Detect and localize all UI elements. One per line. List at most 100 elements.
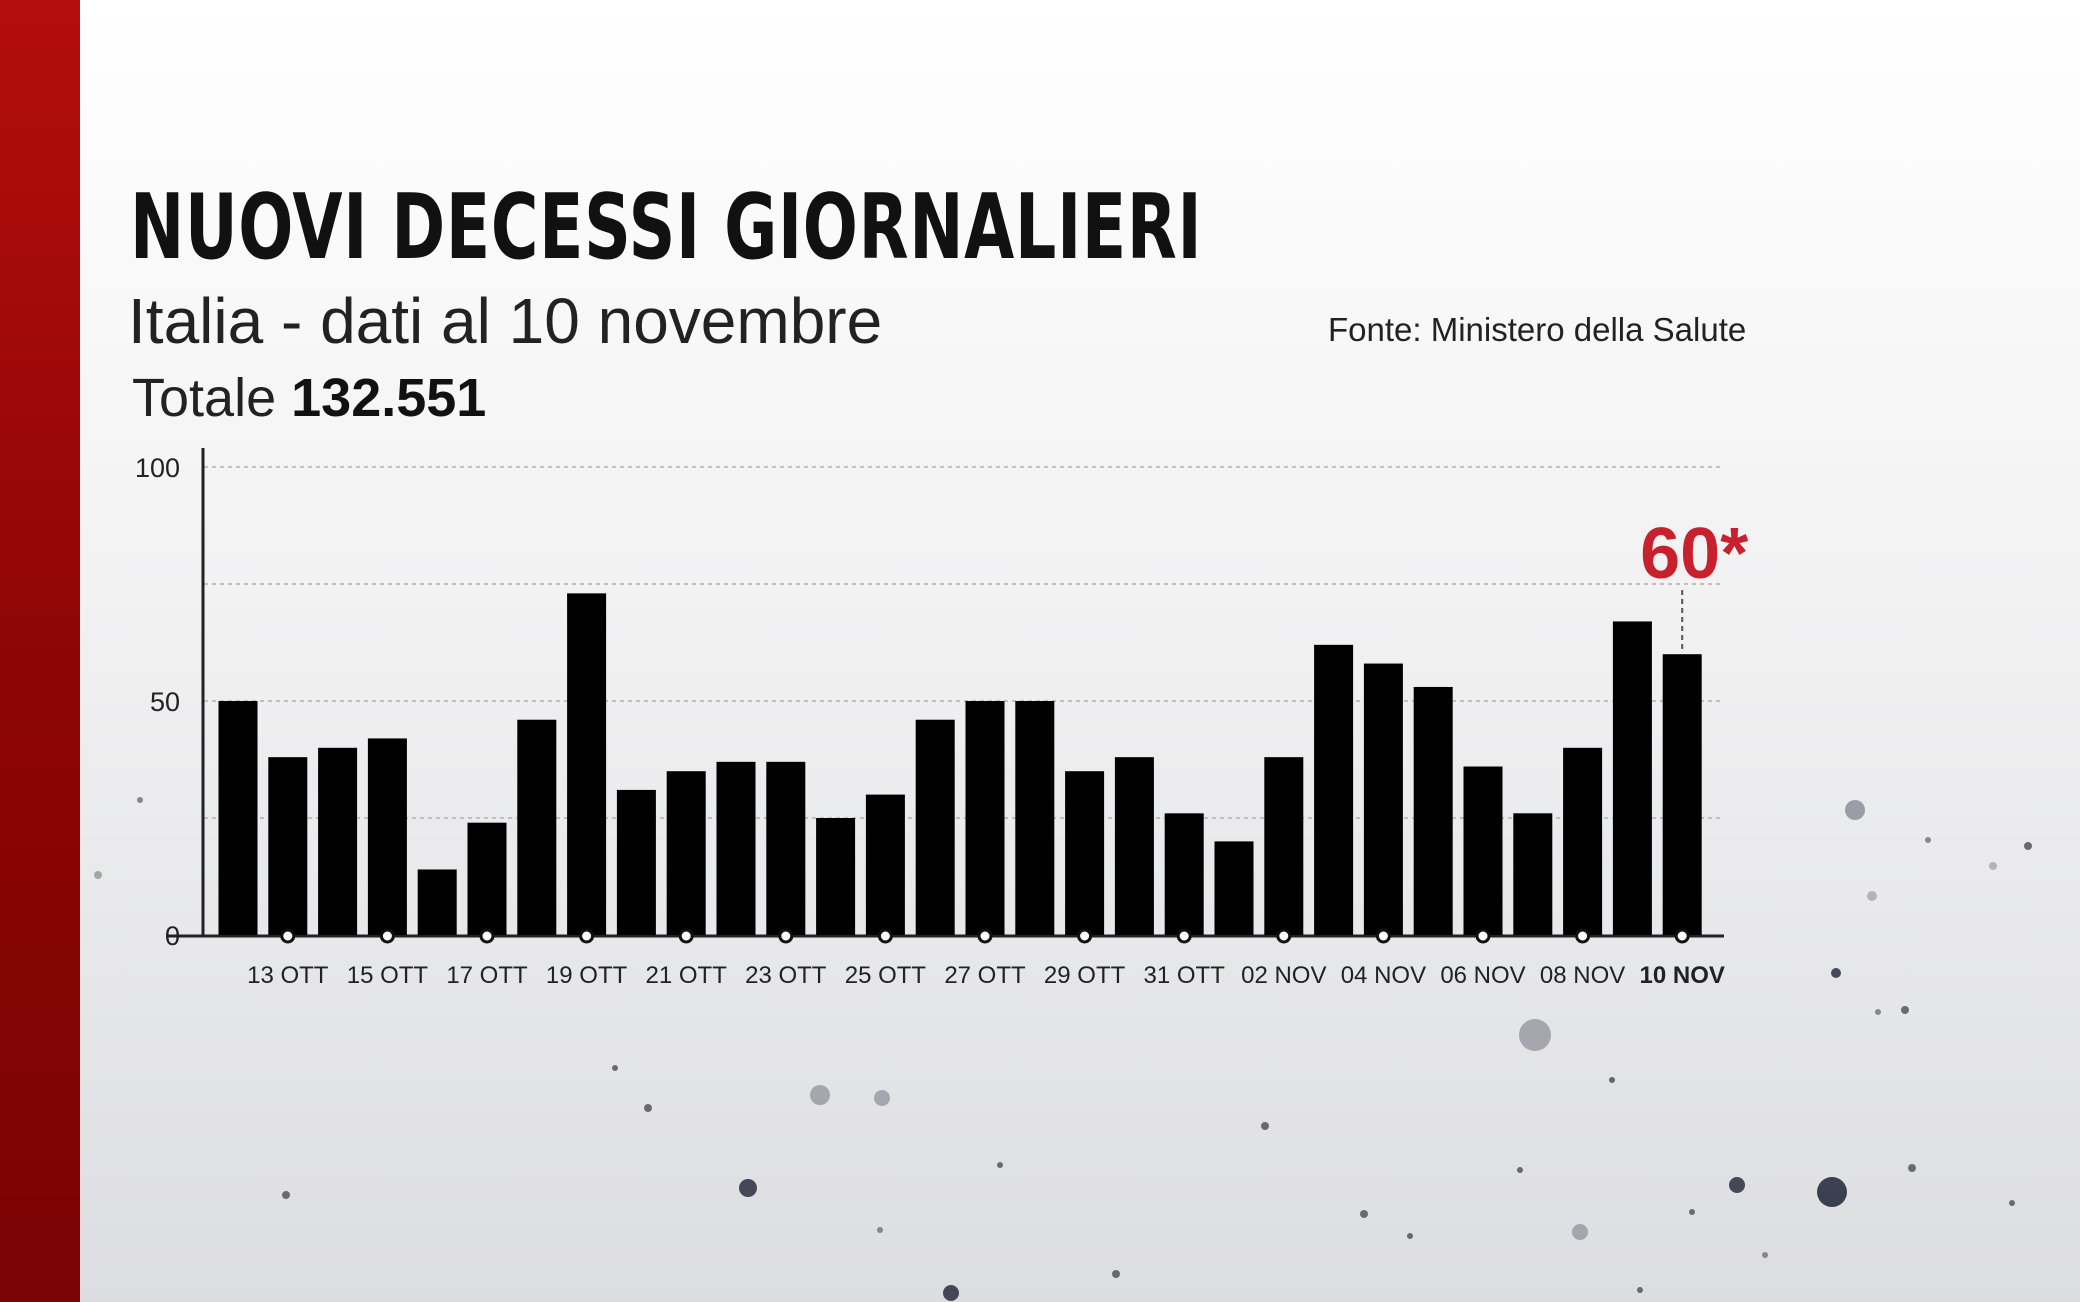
- bar: [417, 869, 457, 935]
- bar: [766, 761, 806, 935]
- background-dot: [1689, 1209, 1695, 1215]
- background-dot: [1908, 1164, 1916, 1172]
- background-dot: [1637, 1287, 1643, 1293]
- bar: [1114, 757, 1154, 935]
- x-tick-label: 13 OTT: [247, 962, 329, 989]
- background-dot: [282, 1191, 290, 1199]
- background-dot: [1609, 1077, 1615, 1083]
- x-tick-marker: [1375, 928, 1391, 944]
- x-tick-label: 06 NOV: [1440, 962, 1525, 989]
- bar: [1214, 841, 1254, 935]
- background-dot: [1572, 1224, 1588, 1240]
- bar: [1363, 663, 1403, 935]
- x-tick-marker: [479, 928, 495, 944]
- background-dot: [1925, 837, 1931, 843]
- x-tick-label: 25 OTT: [845, 962, 927, 989]
- background-dot: [1831, 968, 1841, 978]
- x-tick-marker: [1575, 928, 1591, 944]
- x-tick-marker: [1276, 928, 1292, 944]
- bar: [1463, 766, 1503, 935]
- background-dot: [1407, 1233, 1413, 1239]
- background-dot: [739, 1179, 757, 1197]
- red-side-band: [0, 0, 80, 1302]
- x-tick-label: 29 OTT: [1044, 962, 1126, 989]
- y-tick-label: 0: [165, 921, 180, 951]
- total-value: 132.551: [291, 368, 487, 428]
- bar: [467, 822, 507, 935]
- background-dot: [1261, 1122, 1269, 1130]
- bar: [1314, 644, 1354, 935]
- x-tick-marker: [977, 928, 993, 944]
- x-tick-label: 02 NOV: [1241, 962, 1326, 989]
- bar: [1612, 621, 1652, 935]
- background-dot: [1517, 1167, 1523, 1173]
- x-tick-label: 19 OTT: [546, 962, 628, 989]
- x-tick-marker: [877, 928, 893, 944]
- x-tick-marker: [1475, 928, 1491, 944]
- x-tick-marker: [1077, 928, 1093, 944]
- background-dot: [997, 1162, 1003, 1168]
- background-dot: [2024, 842, 2032, 850]
- bar: [1413, 686, 1453, 935]
- x-tick-label: 04 NOV: [1341, 962, 1426, 989]
- bar: [1015, 701, 1055, 935]
- background-dot: [137, 797, 143, 803]
- background-dot: [1901, 1006, 1909, 1014]
- y-tick-label: 50: [150, 687, 180, 717]
- background-dot: [877, 1227, 883, 1233]
- background-dot: [1112, 1270, 1120, 1278]
- bar: [616, 789, 656, 935]
- x-tick-label: 21 OTT: [646, 962, 728, 989]
- background-dot: [1875, 1009, 1881, 1015]
- background-dot: [612, 1065, 618, 1071]
- bar: [318, 747, 358, 935]
- bar: [1662, 654, 1702, 935]
- bar: [218, 701, 258, 935]
- chart-title: NUOVI DECESSI GIORNALIERI: [130, 175, 1203, 280]
- x-tick-marker: [678, 928, 694, 944]
- background-dot: [1729, 1177, 1745, 1193]
- bar: [915, 719, 955, 935]
- x-tick-label: 08 NOV: [1540, 962, 1625, 989]
- x-tick-label: 15 OTT: [347, 962, 429, 989]
- background-dot: [1360, 1210, 1368, 1218]
- background-dot: [94, 871, 102, 879]
- background-dot: [2009, 1200, 2015, 1206]
- bar: [517, 719, 557, 935]
- x-tick-marker: [778, 928, 794, 944]
- background-dot: [943, 1285, 959, 1301]
- highlight-value-label: 60*: [1640, 514, 1748, 594]
- bar: [367, 738, 407, 935]
- bar: [716, 761, 756, 935]
- source-note: Fonte: Ministero della Salute: [1328, 311, 1747, 348]
- x-tick-label: 27 OTT: [944, 962, 1026, 989]
- bar: [268, 757, 308, 935]
- x-tick-marker: [579, 928, 595, 944]
- bar: [865, 794, 905, 935]
- total-label: Totale: [132, 368, 277, 428]
- x-tick-marker: [280, 928, 296, 944]
- x-tick-marker: [379, 928, 395, 944]
- bar: [666, 771, 706, 935]
- x-tick-label: 10 NOV: [1640, 962, 1725, 989]
- bar: [965, 701, 1005, 935]
- x-tick-label: 17 OTT: [446, 962, 528, 989]
- bar: [1513, 813, 1553, 935]
- background-dot: [1989, 862, 1997, 870]
- total-line: Totale 132.551: [132, 366, 486, 430]
- background-dot: [810, 1085, 830, 1105]
- x-tick-marker: [1176, 928, 1192, 944]
- background-dot: [1867, 891, 1877, 901]
- x-tick-marker: [1674, 928, 1690, 944]
- background-dot: [1845, 800, 1865, 820]
- x-tick-label: 31 OTT: [1144, 962, 1226, 989]
- bar: [1563, 747, 1603, 935]
- background-dot: [1519, 1019, 1551, 1051]
- background-dot: [1817, 1177, 1847, 1207]
- background-dot: [1762, 1252, 1768, 1258]
- bar: [567, 593, 607, 935]
- chart-subtitle: Italia - dati al 10 novembre: [128, 285, 883, 357]
- background-dot: [874, 1090, 890, 1106]
- y-tick-label: 100: [135, 453, 180, 483]
